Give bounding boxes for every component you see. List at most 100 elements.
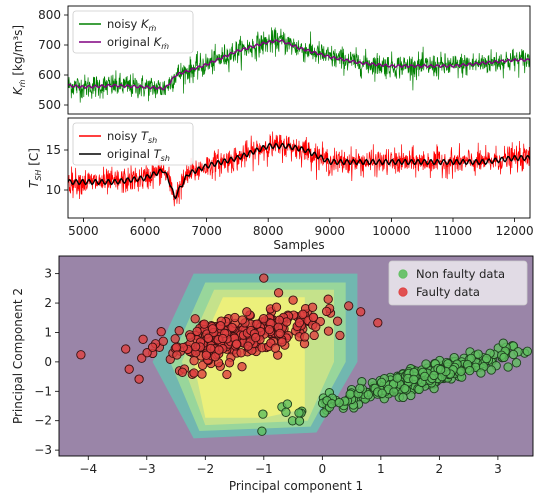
scatter-point xyxy=(224,358,235,368)
scatter-point xyxy=(542,342,545,350)
scatter-point xyxy=(147,342,158,352)
scatter-point xyxy=(134,374,144,384)
scatter-point xyxy=(270,343,281,353)
legend: Non faulty data Faulty data xyxy=(388,260,528,306)
scatter-point xyxy=(473,349,483,359)
y-tick-label: 2 xyxy=(44,296,52,310)
scatter-point xyxy=(158,336,168,346)
scatter-point xyxy=(389,387,399,397)
scatter-point xyxy=(307,302,318,312)
x-tick-label: 10000 xyxy=(372,224,410,238)
scatter-point xyxy=(177,367,188,377)
x-tick-label: 8000 xyxy=(253,224,284,238)
scatter-point xyxy=(294,408,304,418)
scatter-point xyxy=(300,332,310,342)
scatter-point xyxy=(308,312,319,323)
series-group xyxy=(68,131,530,207)
scatter-point xyxy=(282,399,293,409)
legend-entry-label: Non faulty data xyxy=(416,267,505,281)
legend-entry-label: noisy Kṁ xyxy=(107,17,157,33)
scatter-point xyxy=(258,314,269,324)
y-axis-label: Principal Component 2 xyxy=(11,288,25,424)
y-tick-label: −3 xyxy=(34,443,52,457)
scatter-point xyxy=(138,334,148,344)
scatter-point xyxy=(435,364,446,375)
x-tick-label: −2 xyxy=(196,462,214,476)
decision-region xyxy=(76,273,545,439)
scatter-point xyxy=(355,383,365,394)
scatter-point xyxy=(476,368,486,378)
series-non-faulty xyxy=(257,338,545,436)
y-axis-label: Kṁ [kg/m³s] xyxy=(11,25,27,95)
scatter-point xyxy=(323,294,333,304)
legend-entry-label: original Kṁ xyxy=(107,35,169,51)
y-tick-label: 800 xyxy=(38,8,61,22)
scatter-point xyxy=(498,338,508,348)
scatter-point xyxy=(508,349,519,360)
scatter-point xyxy=(344,301,354,311)
scatter-point xyxy=(288,295,298,305)
scatter-point xyxy=(137,353,147,363)
scatter-point xyxy=(218,333,228,344)
legend-box xyxy=(72,10,194,54)
scatter-point xyxy=(124,364,134,374)
scatter-point xyxy=(215,321,226,331)
scatter-point xyxy=(486,365,496,375)
middle-chart: 10 15 5000 6000 7000 8000 9000 10000 11000 12000 S… xyxy=(27,117,534,252)
scatter-point xyxy=(294,416,305,426)
scatter-point xyxy=(273,288,284,298)
y-tick-label: 600 xyxy=(38,68,61,82)
series-line-original xyxy=(68,142,530,200)
x-tick-label: 0 xyxy=(319,462,327,476)
scatter-point xyxy=(429,370,439,381)
scatter-point xyxy=(465,365,475,376)
scatter-point xyxy=(298,309,308,319)
legend-swatch xyxy=(398,287,408,297)
scatter-point xyxy=(170,334,180,344)
axes-frame xyxy=(67,5,531,115)
scatter-point xyxy=(189,368,199,378)
scatter-point xyxy=(277,337,287,347)
scatter-point xyxy=(76,350,86,360)
scatter-point xyxy=(227,322,237,333)
scatter-point xyxy=(207,324,218,334)
scatter-point xyxy=(398,392,408,403)
scatter-point xyxy=(294,318,305,328)
y-tick-label: −2 xyxy=(34,414,52,428)
scatter-point xyxy=(332,316,343,326)
y-tick-label: 15 xyxy=(46,143,61,157)
scatter-point xyxy=(363,390,373,400)
scatter-point xyxy=(345,389,355,399)
scatter-point xyxy=(185,332,196,342)
scatter-point xyxy=(400,383,410,394)
scatter-point xyxy=(142,348,152,358)
scatter-point xyxy=(172,350,182,360)
scatter-point xyxy=(481,353,492,364)
scatter-point xyxy=(156,327,166,337)
scatter-point xyxy=(264,324,275,335)
y-tick-label: 1 xyxy=(44,325,52,339)
x-tick-label: −4 xyxy=(79,462,97,476)
scatter-point xyxy=(321,306,332,317)
scatter-point xyxy=(231,339,242,349)
x-tick-label: 6000 xyxy=(130,224,161,238)
legend-entry-label: noisy Tsh xyxy=(107,129,157,145)
bottom-chart: −4 −3 −2 −1 0 1 2 3 −3 −2 −1 0 1 2 3 Principal componen… xyxy=(11,255,545,493)
scatter-point xyxy=(203,333,213,343)
scatter-point xyxy=(259,273,269,283)
scatter-point xyxy=(335,330,345,341)
scatter-point xyxy=(271,302,282,312)
scatter-point xyxy=(243,341,253,351)
scatter-point xyxy=(236,348,246,358)
legend: noisy Tsh original Tsh xyxy=(72,122,194,166)
scatter-point xyxy=(377,388,387,398)
scatter-point xyxy=(421,359,431,369)
y-tick-label: 10 xyxy=(46,183,61,197)
scatter-point xyxy=(456,366,466,376)
x-tick-label: −1 xyxy=(255,462,273,476)
scatter-point xyxy=(281,407,291,417)
scatter-point xyxy=(252,319,262,329)
legend-entry-label: Faulty data xyxy=(416,285,480,299)
y-tick-label: 700 xyxy=(38,38,61,52)
x-tick-label: 9000 xyxy=(315,224,346,238)
